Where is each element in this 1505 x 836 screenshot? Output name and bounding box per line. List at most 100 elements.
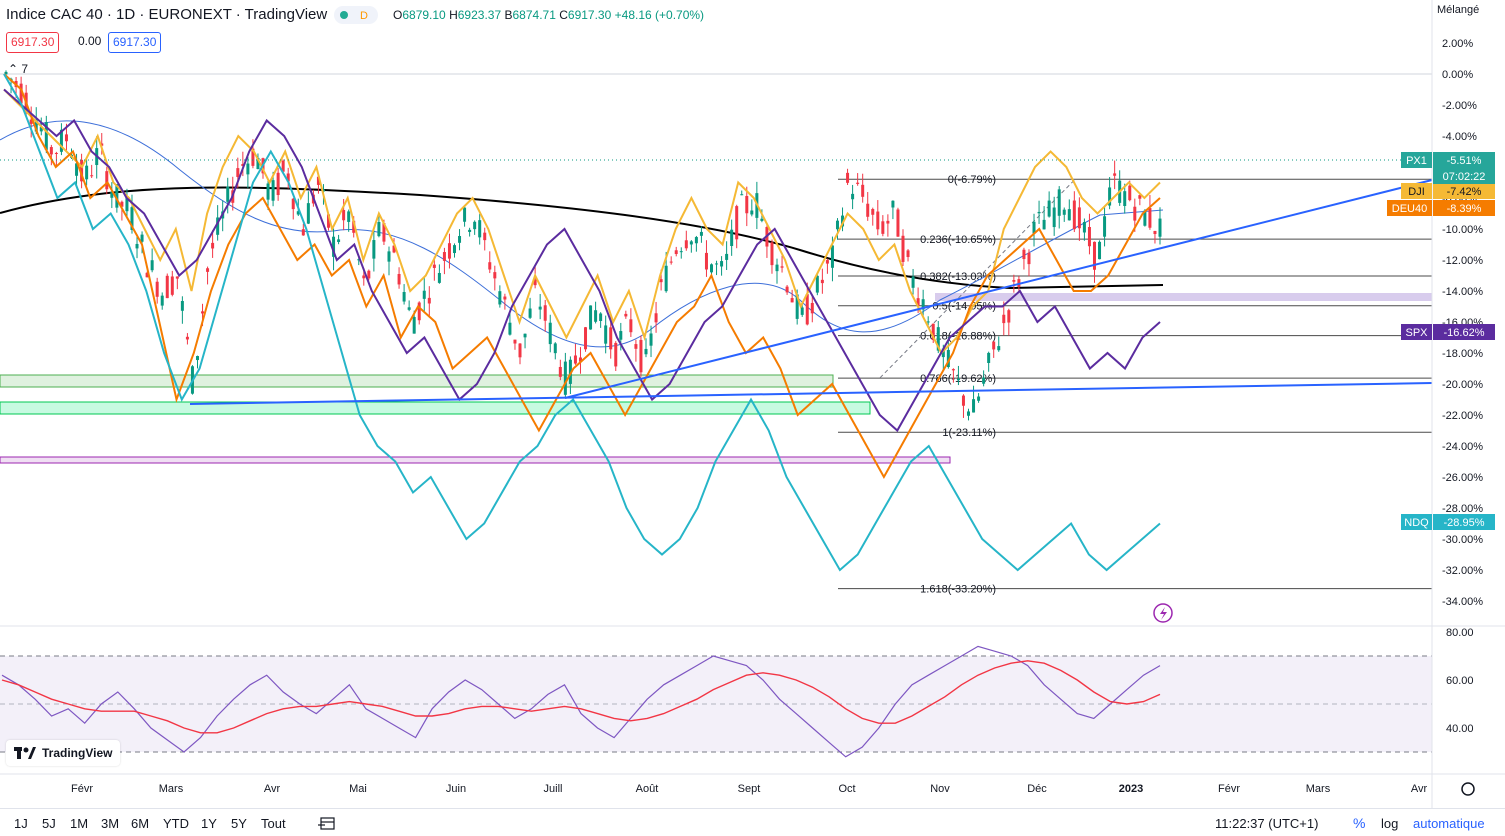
auto-scale-button[interactable]: automatique xyxy=(1413,816,1485,831)
candle-body xyxy=(946,349,950,368)
candle-body xyxy=(790,298,794,303)
series-tag-name-bg xyxy=(1387,200,1432,216)
clock[interactable]: 11:22:37 (UTC+1) xyxy=(1215,816,1319,831)
candle-body xyxy=(175,276,179,279)
candle-body xyxy=(1143,210,1147,226)
candle-body xyxy=(211,242,215,249)
candle-body xyxy=(639,339,643,373)
candle-body xyxy=(90,175,94,177)
candle-body xyxy=(609,327,613,350)
candle-body xyxy=(19,83,23,104)
y-tick-label: -24.00% xyxy=(1442,441,1483,453)
candle-body xyxy=(367,270,371,279)
candle-body xyxy=(281,160,285,172)
x-tick-label: Juin xyxy=(446,783,466,795)
candle-body xyxy=(1113,173,1117,176)
tf-1m[interactable]: 1M xyxy=(70,816,89,831)
candle-body xyxy=(145,272,149,278)
chart-title[interactable]: Indice CAC 40 · 1D · EURONEXT · TradingV… xyxy=(6,6,328,23)
candle-body xyxy=(437,272,441,283)
indicators-toggle[interactable]: ⌃ 7 xyxy=(8,62,28,76)
candle-body xyxy=(513,339,517,344)
candle-body xyxy=(1032,221,1036,234)
candle-body xyxy=(619,331,623,340)
candle-body xyxy=(1067,209,1071,221)
candle-body xyxy=(498,291,502,305)
settings-gear-icon[interactable] xyxy=(1461,782,1475,796)
percent-scale-button[interactable]: % xyxy=(1353,815,1366,831)
tf-3m[interactable]: 3M xyxy=(101,816,120,831)
y-tick-label: -30.00% xyxy=(1442,534,1483,546)
candle-body xyxy=(417,302,421,321)
candle-body xyxy=(39,126,43,132)
y-tick-label: -4.00% xyxy=(1442,131,1477,143)
candle-body xyxy=(654,313,658,323)
candle-body xyxy=(1007,310,1011,323)
candle-body xyxy=(100,143,104,146)
y-tick-label: 2.00% xyxy=(1442,38,1473,50)
candle-body xyxy=(997,346,1001,351)
candle-body xyxy=(780,266,784,268)
candle-body xyxy=(397,273,401,285)
series-tag-name: DEU40 xyxy=(1392,203,1427,215)
scale-mode-label[interactable]: Mélangé xyxy=(1437,4,1480,16)
candle-body xyxy=(795,294,799,319)
candle-body xyxy=(135,243,139,249)
candle-body xyxy=(165,275,169,299)
tradingview-logo-text: TradingView xyxy=(42,746,113,760)
tf-ytd[interactable]: YTD xyxy=(163,816,189,831)
ohlc-values: O6879.10 H6923.37 B6874.71 C6917.30 +48.… xyxy=(393,8,705,22)
candle-body xyxy=(800,307,804,315)
series-tag-name: SPX xyxy=(1405,327,1428,339)
tf-1j[interactable]: 1J xyxy=(14,816,28,831)
support-zone-lower xyxy=(0,401,871,415)
tf-5y[interactable]: 5Y xyxy=(231,816,247,831)
y-tick-label: -2.00% xyxy=(1442,100,1477,112)
candle-body xyxy=(584,327,588,350)
lightning-icon[interactable] xyxy=(1153,603,1173,623)
candle-body xyxy=(337,239,341,242)
tf-all[interactable]: Tout xyxy=(261,816,286,831)
candle-body xyxy=(241,164,245,166)
candle-body xyxy=(236,168,240,177)
candle-body xyxy=(120,201,124,207)
candle-body xyxy=(906,250,910,258)
sell-button[interactable]: 6917.30 xyxy=(6,32,60,53)
candle-body xyxy=(538,306,542,310)
date-range-icon[interactable] xyxy=(318,815,338,831)
candle-body xyxy=(921,299,925,310)
candle-body xyxy=(105,171,109,190)
series-tag-value-bg xyxy=(1433,183,1495,199)
tf-5j[interactable]: 5J xyxy=(42,816,56,831)
chevron-up-icon: ⌃ xyxy=(8,62,19,76)
tradingview-logo[interactable]: TradingView xyxy=(6,740,121,766)
tf-6m[interactable]: 6M xyxy=(131,816,150,831)
log-scale-button[interactable]: log xyxy=(1381,816,1399,831)
candle-body xyxy=(629,319,633,333)
buy-button[interactable]: 6917.30 xyxy=(108,32,162,53)
candle-body xyxy=(291,198,295,210)
candle-body xyxy=(195,356,199,361)
candle-body xyxy=(473,221,477,230)
chart-canvas[interactable]: 0(-6.79%)0.236(-10.65%)0.382(-13.03%)0.5… xyxy=(0,0,1505,808)
fib-level-label: 0(-6.79%) xyxy=(948,174,996,186)
candle-body xyxy=(659,279,663,283)
candle-body xyxy=(1082,222,1086,233)
candle-body xyxy=(185,336,189,340)
candle-body xyxy=(483,232,487,241)
series-tags: PX1 -5.51% DJI -7.42% DEU40 -8.39% SPX -16.62% N… xyxy=(1387,152,1495,530)
candle-body xyxy=(876,211,880,230)
tf-1y[interactable]: 1Y xyxy=(201,816,217,831)
candle-body xyxy=(80,159,84,182)
candle-body xyxy=(352,220,356,233)
rsi-tick-label: 60.00 xyxy=(1446,675,1474,687)
candle-body xyxy=(150,260,154,271)
candle-body xyxy=(155,281,159,297)
candle-body xyxy=(296,211,300,215)
market-status-icon[interactable]: D xyxy=(334,6,378,24)
x-tick-label: Juill xyxy=(544,783,563,795)
series-tag-name: PX1 xyxy=(1406,155,1427,167)
candle-body xyxy=(34,120,38,132)
candle-body xyxy=(866,203,870,217)
candle-body xyxy=(1108,187,1112,206)
